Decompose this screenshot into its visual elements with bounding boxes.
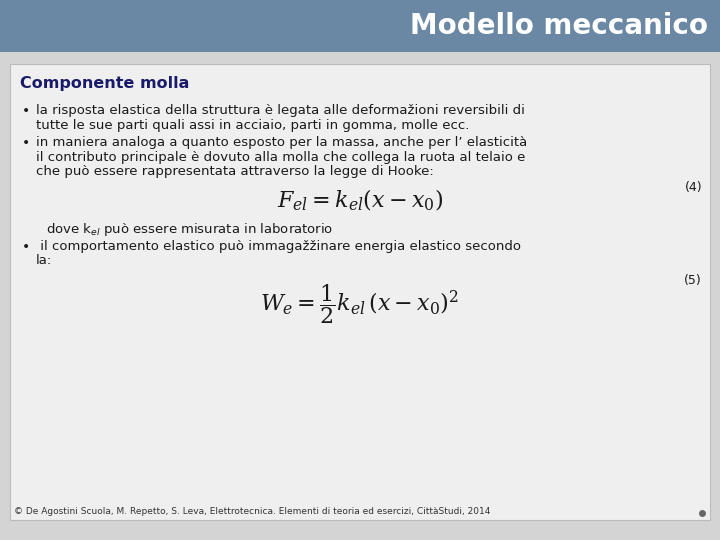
Text: il contributo principale è dovuto alla molla che collega la ruota al telaio e: il contributo principale è dovuto alla m… bbox=[36, 151, 526, 164]
Text: tutte le sue parti quali assi in acciaio, parti in gomma, molle ecc.: tutte le sue parti quali assi in acciaio… bbox=[36, 118, 469, 132]
Text: Componente molla: Componente molla bbox=[20, 76, 189, 91]
Bar bbox=[10, 64, 710, 520]
Text: •: • bbox=[22, 240, 30, 254]
Text: © De Agostini Scuola, M. Repetto, S. Leva, Elettrotecnica. Elementi di teoria ed: © De Agostini Scuola, M. Repetto, S. Lev… bbox=[14, 507, 490, 516]
Text: $W_e = \dfrac{1}{2}k_{el}\,(x - x_0)^2$: $W_e = \dfrac{1}{2}k_{el}\,(x - x_0)^2$ bbox=[261, 282, 459, 326]
Text: •: • bbox=[22, 136, 30, 150]
Bar bbox=[0, 0, 720, 52]
Text: la:: la: bbox=[36, 254, 53, 267]
Text: (5): (5) bbox=[684, 274, 702, 287]
Text: che può essere rappresentata attraverso la legge di Hooke:: che può essere rappresentata attraverso … bbox=[36, 165, 433, 178]
Text: il comportamento elastico può immagažžinare energia elastico secondo: il comportamento elastico può immagažžin… bbox=[36, 240, 521, 253]
Text: dove k$_{el}$ può essere misurata in laboratorio: dove k$_{el}$ può essere misurata in lab… bbox=[46, 221, 333, 239]
Text: •: • bbox=[22, 104, 30, 118]
Text: la risposta elastica della struttura è legata alle deformažioni reversibili di: la risposta elastica della struttura è l… bbox=[36, 104, 525, 117]
Text: $F_{el} = k_{el}(x - x_0)$: $F_{el} = k_{el}(x - x_0)$ bbox=[277, 187, 443, 213]
Text: Modello meccanico: Modello meccanico bbox=[410, 12, 708, 40]
Text: in maniera analoga a quanto esposto per la massa, anche per l’ elasticità: in maniera analoga a quanto esposto per … bbox=[36, 136, 527, 149]
Text: (4): (4) bbox=[685, 181, 702, 194]
